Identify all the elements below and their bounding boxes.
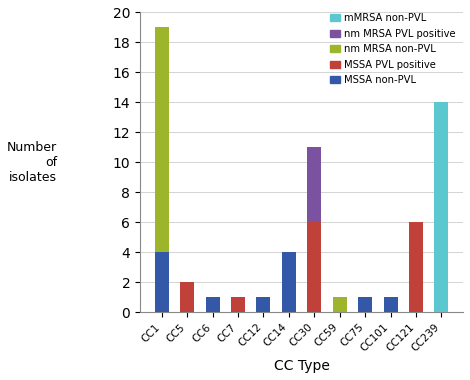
Bar	[384, 297, 398, 312]
Bar	[231, 297, 245, 312]
Legend: mMRSA non-PVL, nm MRSA PVL positive, nm MRSA non-PVL, MSSA PVL positive, MSSA no: mMRSA non-PVL, nm MRSA PVL positive, nm …	[329, 11, 458, 87]
Bar	[257, 297, 270, 312]
Bar	[384, 297, 398, 312]
Bar	[307, 147, 321, 312]
Bar	[180, 282, 194, 312]
Bar	[155, 252, 169, 312]
Bar	[205, 297, 219, 312]
Bar	[205, 297, 219, 312]
X-axis label: CC Type: CC Type	[274, 359, 329, 373]
Bar	[333, 297, 347, 312]
Bar	[307, 222, 321, 312]
Bar	[409, 222, 423, 312]
Y-axis label: Number
of
isolates: Number of isolates	[7, 141, 57, 184]
Bar	[282, 252, 296, 312]
Bar	[434, 102, 448, 312]
Bar	[155, 27, 169, 312]
Bar	[358, 297, 372, 312]
